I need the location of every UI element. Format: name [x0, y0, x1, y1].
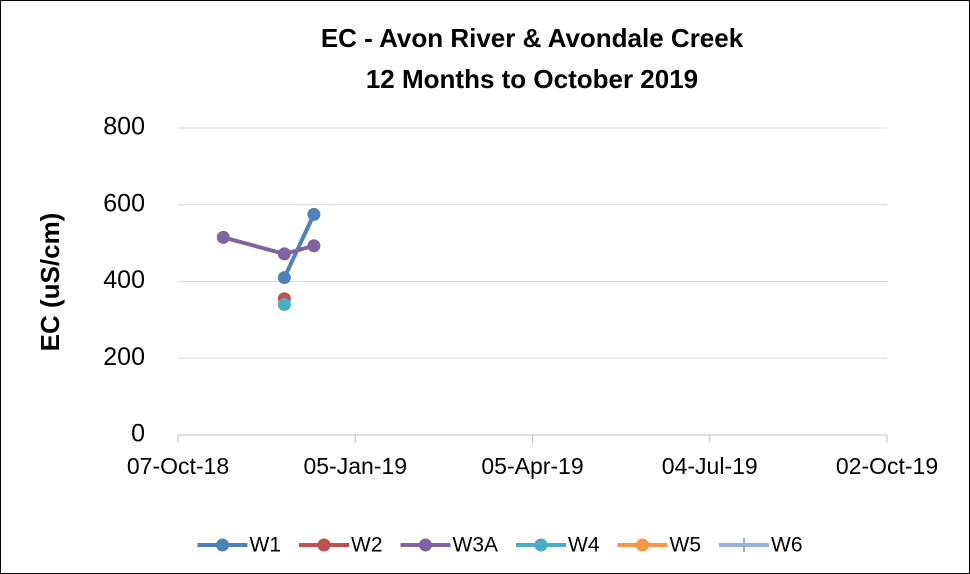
legend: W1 W2 W3A W4 W5 W6 [197, 534, 803, 557]
x-tick-label: 02-Oct-19 [836, 453, 938, 479]
data-point [307, 207, 321, 221]
y-tick-label: 800 [103, 113, 145, 141]
legend-marker [737, 538, 752, 552]
legend-marker [418, 538, 432, 552]
legend-marker [636, 538, 650, 552]
data-point [307, 239, 321, 253]
legend-label: W3A [452, 534, 498, 557]
chart-title: EC - Avon River & Avondale Creek [321, 23, 744, 53]
y-axis-label: EC (uS/cm) [35, 213, 65, 352]
data-point [277, 247, 291, 261]
legend-label: W2 [351, 534, 383, 557]
x-tick-label: 07-Oct-18 [127, 453, 229, 479]
legend-label: W5 [670, 534, 702, 557]
legend-label: W6 [771, 534, 803, 557]
data-point [277, 298, 291, 312]
y-tick-label: 400 [103, 266, 145, 294]
legend-marker [317, 538, 331, 552]
y-tick-label: 600 [103, 189, 145, 217]
y-tick-label: 0 [131, 420, 145, 448]
data-point [277, 271, 291, 285]
chart-subtitle: 12 Months to October 2019 [366, 64, 698, 94]
legend-marker [215, 538, 229, 552]
legend-label: W1 [249, 534, 281, 557]
legend-label: W4 [568, 534, 600, 557]
x-tick-label: 05-Apr-19 [481, 453, 583, 479]
legend-marker [534, 538, 548, 552]
series-line [282, 213, 316, 279]
data-point [216, 230, 230, 244]
x-tick-label: 05-Jan-19 [303, 453, 407, 479]
y-tick-label: 200 [103, 343, 145, 371]
x-tick-label: 04-Jul-19 [662, 453, 758, 479]
